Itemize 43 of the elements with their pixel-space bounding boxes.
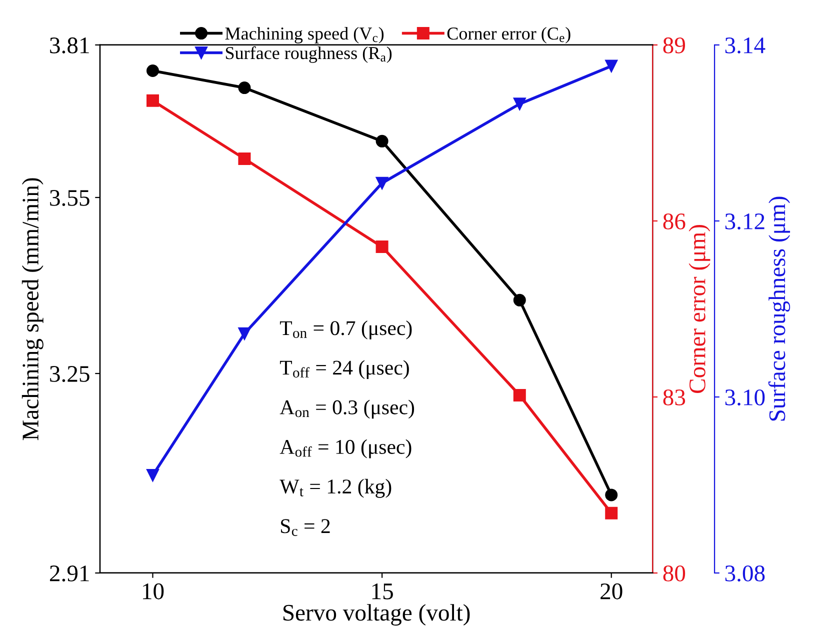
y-tick-label: 2.91 <box>50 566 89 582</box>
y3-tick-label: 3.08 <box>725 565 765 582</box>
x-tick-label: 10 <box>143 583 164 600</box>
annotation: S$_{c}$ = 2 <box>280 519 330 536</box>
point <box>513 98 526 110</box>
annotation: W$_{t}$ = 1.2 (kg) <box>280 478 392 498</box>
annotation: A$_{off}$ = 10 (μsec) <box>280 439 412 458</box>
y3-axis-title: Surface roughness (μm) <box>768 196 790 421</box>
annotation: T$_{on}$ = 0.7 (μsec) <box>280 320 412 340</box>
point <box>238 82 251 94</box>
y2-tick-label: 89 <box>663 37 686 54</box>
point <box>513 294 526 306</box>
y-axis-title: Machining speed (mm/min) <box>22 178 44 440</box>
y2-axis-title: Corner error (μm) <box>688 225 710 393</box>
y2-tick-label: 80 <box>663 565 686 582</box>
x-tick-label: 20 <box>600 583 622 600</box>
legend-label: Surface roughness (R$_{a}$) <box>226 46 392 63</box>
point <box>513 388 526 402</box>
x-tick-label: 15 <box>372 584 393 600</box>
y2-tick-label: 86 <box>663 213 686 230</box>
y-tick-label: 3.55 <box>50 190 90 206</box>
point <box>238 327 251 340</box>
point <box>376 176 388 190</box>
point <box>605 488 618 502</box>
y3-tick-label: 3.14 <box>725 37 766 54</box>
y3-tick-label: 3.10 <box>725 389 765 406</box>
point <box>376 134 388 148</box>
y-tick-label: 3.25 <box>50 366 90 382</box>
y-tick-label: 3.81 <box>50 37 89 54</box>
point <box>605 60 618 72</box>
point <box>146 64 159 78</box>
y3-tick-label: 3.12 <box>725 214 764 230</box>
point <box>238 152 251 166</box>
x-axis-title: Servo voltage (volt) <box>283 604 470 626</box>
legend-label: Machining speed (V$_{c}$) <box>225 26 384 44</box>
point <box>146 469 159 482</box>
point <box>376 240 388 254</box>
y2-tick-label: 83 <box>663 389 686 406</box>
point <box>605 506 618 520</box>
annotation: T$_{off}$ = 24 (μsec) <box>280 360 409 380</box>
annotation: A$_{on}$ = 0.3 (μsec) <box>280 400 414 419</box>
legend-label: Corner error (C$_{e}$) <box>447 26 570 44</box>
point <box>146 94 159 107</box>
